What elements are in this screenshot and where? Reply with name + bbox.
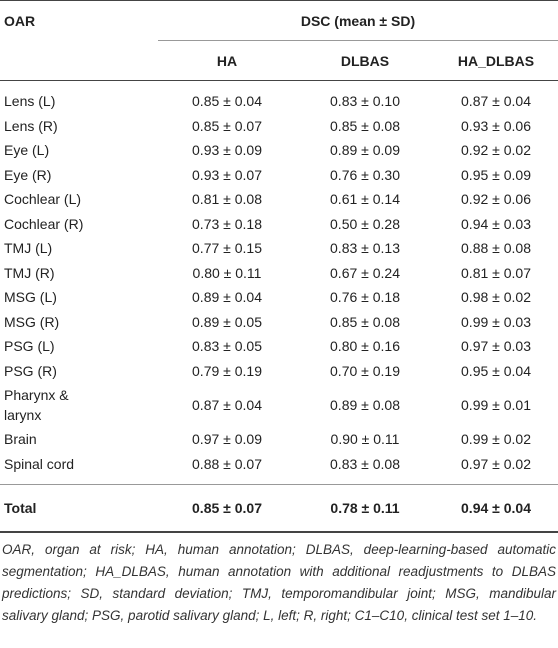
value-cell: 0.81 ± 0.07 — [461, 264, 531, 281]
results-table: OAR DSC (mean ± SD) HA DLBAS HA_DLBAS Le… — [0, 0, 558, 533]
row-label: TMJ (L) — [4, 240, 53, 257]
value-cell: 0.89 ± 0.05 — [192, 313, 262, 330]
row-label: MSG (L) — [4, 289, 57, 306]
footnote: OAR, organ at risk; HA, human annotation… — [2, 542, 556, 623]
value-cell: 0.83 ± 0.13 — [330, 240, 400, 257]
row-label: Eye (L) — [4, 142, 50, 159]
data-row: Cochlear (R) 0.73 ± 0.18 0.50 ± 0.28 0.94 ±… — [0, 212, 558, 237]
value-cell: 0.88 ± 0.07 — [192, 455, 262, 472]
value-cell: 0.88 ± 0.08 — [461, 240, 531, 257]
data-row: Lens (L) 0.85 ± 0.04 0.83 ± 0.10 0.87 ± 0.0… — [0, 81, 558, 114]
data-row: PSG (R) 0.79 ± 0.19 0.70 ± 0.19 0.95 ± 0.04 — [0, 359, 558, 384]
value-cell: 0.95 ± 0.04 — [461, 362, 531, 379]
value-cell: 0.89 ± 0.09 — [330, 142, 400, 159]
value-cell: 0.97 ± 0.02 — [461, 455, 531, 472]
value-cell: 0.97 ± 0.09 — [192, 431, 262, 448]
column-header: DLBAS — [296, 40, 434, 81]
value-cell: 0.99 ± 0.03 — [461, 313, 531, 330]
value-cell: 0.93 ± 0.09 — [192, 142, 262, 159]
value-cell: 0.70 ± 0.19 — [330, 362, 400, 379]
value-cell: 0.92 ± 0.02 — [461, 142, 531, 159]
value-cell: 0.73 ± 0.18 — [192, 215, 262, 232]
table-body: OAR DSC (mean ± SD) HA DLBAS HA_DLBAS Le… — [0, 0, 558, 533]
value-cell: 0.99 ± 0.02 — [461, 431, 531, 448]
value-cell: 0.94 ± 0.04 — [434, 484, 558, 533]
value-cell: 0.98 ± 0.02 — [461, 289, 531, 306]
value-cell: 0.76 ± 0.18 — [330, 289, 400, 306]
value-cell: 0.97 ± 0.03 — [461, 338, 531, 355]
value-cell: 0.95 ± 0.09 — [461, 166, 531, 183]
row-label: PSG (L) — [4, 338, 55, 355]
row-label: Cochlear (L) — [4, 191, 82, 208]
data-row: Cochlear (L) 0.81 ± 0.08 0.61 ± 0.14 0.92 ±… — [0, 187, 558, 212]
value-cell: 0.76 ± 0.30 — [330, 166, 400, 183]
value-cell: 0.87 ± 0.04 — [192, 397, 262, 413]
row-label: Eye (R) — [4, 166, 52, 183]
column-header: HA_DLBAS — [434, 40, 558, 81]
data-row: Spinal cord 0.88 ± 0.07 0.83 ± 0.08 0.97 ± … — [0, 452, 558, 485]
row-label: TMJ (R) — [4, 264, 55, 281]
data-row: Lens (R) 0.85 ± 0.07 0.85 ± 0.08 0.93 ± 0.0… — [0, 114, 558, 139]
value-cell: 0.99 ± 0.01 — [461, 397, 531, 413]
data-row: Brain 0.97 ± 0.09 0.90 ± 0.11 0.99 ± 0.02 — [0, 427, 558, 452]
data-row: Eye (L) 0.93 ± 0.09 0.89 ± 0.09 0.92 ± 0.02 — [0, 138, 558, 163]
header-row: HA DLBAS HA_DLBAS — [0, 40, 558, 81]
value-cell: 0.94 ± 0.03 — [461, 215, 531, 232]
row-label-text: Pharynx & larynx — [4, 387, 69, 423]
value-cell: 0.87 ± 0.04 — [461, 93, 531, 110]
value-cell: 0.85 ± 0.07 — [158, 484, 296, 533]
data-row: Pharynx & larynx 0.87 ± 0.04 0.89 ± 0.08 0.… — [0, 383, 558, 427]
value-cell: 0.83 ± 0.05 — [192, 338, 262, 355]
value-cell: 0.77 ± 0.15 — [192, 240, 262, 257]
data-row: Eye (R) 0.93 ± 0.07 0.76 ± 0.30 0.95 ± 0.09 — [0, 163, 558, 188]
column-header: HA — [158, 40, 296, 81]
row-label: PSG (R) — [4, 362, 57, 379]
value-cell: 0.89 ± 0.08 — [330, 397, 400, 413]
row-label: MSG (R) — [4, 313, 60, 330]
value-cell: 0.85 ± 0.08 — [330, 117, 400, 134]
row-label: Lens (R) — [4, 117, 58, 134]
value-cell: 0.90 ± 0.11 — [330, 431, 400, 448]
value-cell: 0.93 ± 0.07 — [192, 166, 262, 183]
data-row: TMJ (R) 0.80 ± 0.11 0.67 ± 0.24 0.81 ± 0.07 — [0, 261, 558, 286]
value-cell: 0.80 ± 0.16 — [330, 338, 400, 355]
row-label: Spinal cord — [4, 455, 75, 472]
row-label: Total — [0, 484, 158, 533]
value-cell: 0.85 ± 0.04 — [192, 93, 262, 110]
group-header: DSC (mean ± SD) — [158, 0, 558, 41]
row-label: Pharynx & larynx — [0, 383, 158, 427]
value-cell: 0.93 ± 0.06 — [461, 117, 531, 134]
value-cell: 0.79 ± 0.19 — [192, 362, 262, 379]
value-cell: 0.50 ± 0.28 — [330, 215, 400, 232]
total-row: Total 0.85 ± 0.07 0.78 ± 0.11 0.94 ± 0.04 — [0, 484, 558, 533]
value-cell: 0.81 ± 0.08 — [192, 191, 262, 208]
data-row: TMJ (L) 0.77 ± 0.15 0.83 ± 0.13 0.88 ± 0.08 — [0, 236, 558, 261]
header-row: OAR DSC (mean ± SD) — [0, 0, 558, 41]
value-cell: 0.67 ± 0.24 — [330, 264, 400, 281]
value-cell: 0.85 ± 0.07 — [192, 117, 262, 134]
data-row: PSG (L) 0.83 ± 0.05 0.80 ± 0.16 0.97 ± 0.03 — [0, 334, 558, 359]
value-cell: 0.80 ± 0.11 — [192, 264, 262, 281]
row-label: Cochlear (R) — [4, 215, 84, 232]
header-cell — [0, 40, 158, 81]
row-label: Brain — [4, 431, 37, 448]
value-cell: 0.92 ± 0.06 — [461, 191, 531, 208]
data-row: MSG (R) 0.89 ± 0.05 0.85 ± 0.08 0.99 ± 0.03 — [0, 310, 558, 335]
value-cell: 0.61 ± 0.14 — [330, 191, 400, 208]
value-cell: 0.89 ± 0.04 — [192, 289, 262, 306]
row-label: Lens (L) — [4, 93, 56, 110]
value-cell: 0.83 ± 0.08 — [330, 455, 400, 472]
data-row: MSG (L) 0.89 ± 0.04 0.76 ± 0.18 0.98 ± 0.02 — [0, 285, 558, 310]
value-cell: 0.78 ± 0.11 — [296, 484, 434, 533]
value-cell: 0.83 ± 0.10 — [330, 93, 400, 110]
row-label-header: OAR — [4, 12, 36, 29]
value-cell: 0.85 ± 0.08 — [330, 313, 400, 330]
